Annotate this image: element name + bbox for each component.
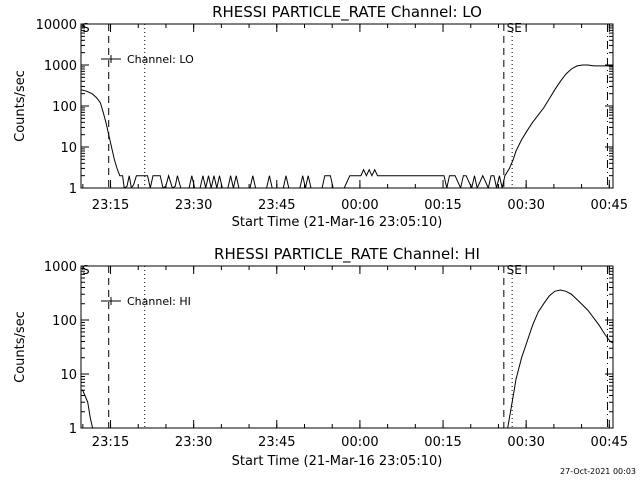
x-tick-label: 00:45 — [591, 198, 628, 213]
y-tick-label: 100 — [52, 314, 77, 329]
hi-channel-panel: RHESSI PARTICLE_RATE Channel: HI 1 10 100 10… — [13, 245, 628, 469]
series-line — [81, 289, 613, 428]
chart-title: RHESSI PARTICLE_RATE Channel: HI — [214, 245, 480, 264]
flag-label: SE — [507, 263, 522, 277]
y-tick-label: 10 — [60, 141, 77, 156]
x-axis-title: Start Time (21-Mar-16 23:05:10) — [232, 454, 443, 469]
flag-label: S — [82, 21, 90, 35]
plot-frame — [80, 23, 614, 189]
y-tick-label: 10 — [60, 368, 77, 383]
y-tick-label: 10000 — [36, 18, 77, 33]
legend-label: Channel: HI — [127, 295, 191, 308]
legend-label: Channel: LO — [127, 53, 194, 66]
x-tick-label: 00:45 — [591, 435, 628, 450]
x-tick-label: 23:45 — [258, 435, 295, 450]
flag-label: SE — [507, 21, 522, 35]
x-tick-label: 00:30 — [507, 435, 544, 450]
y-tick-label: 1 — [69, 422, 77, 437]
lo-channel-panel: RHESSI PARTICLE_RATE Channel: LO 1 10 100 10… — [13, 3, 628, 230]
y-tick-label: 1 — [69, 182, 77, 197]
x-tick-label: 23:30 — [175, 198, 212, 213]
x-tick-label: 00:15 — [424, 435, 461, 450]
footer-timestamp: 27-Oct-2021 00:03 — [560, 467, 636, 476]
x-tick-label: 23:15 — [92, 435, 129, 450]
x-axis-title: Start Time (21-Mar-16 23:05:10) — [232, 215, 443, 230]
x-tick-label: 00:30 — [507, 198, 544, 213]
y-tick-label: 1000 — [44, 59, 77, 74]
series-line — [81, 64, 613, 188]
x-tick-label: 23:15 — [92, 198, 129, 213]
plot-frame — [80, 265, 614, 429]
x-tick-label: 00:15 — [424, 198, 461, 213]
y-tick-label: 1000 — [44, 260, 77, 275]
y-axis-title: Counts/sec — [13, 311, 28, 383]
x-tick-label: 23:45 — [258, 198, 295, 213]
chart-title: RHESSI PARTICLE_RATE Channel: LO — [212, 3, 482, 22]
y-axis-title: Counts/sec — [13, 70, 28, 142]
x-tick-label: 23:30 — [175, 435, 212, 450]
y-tick-label: 100 — [52, 100, 77, 115]
flag-label: S — [82, 263, 90, 277]
x-tick-label: 00:00 — [341, 435, 378, 450]
x-tick-label: 00:00 — [341, 198, 378, 213]
